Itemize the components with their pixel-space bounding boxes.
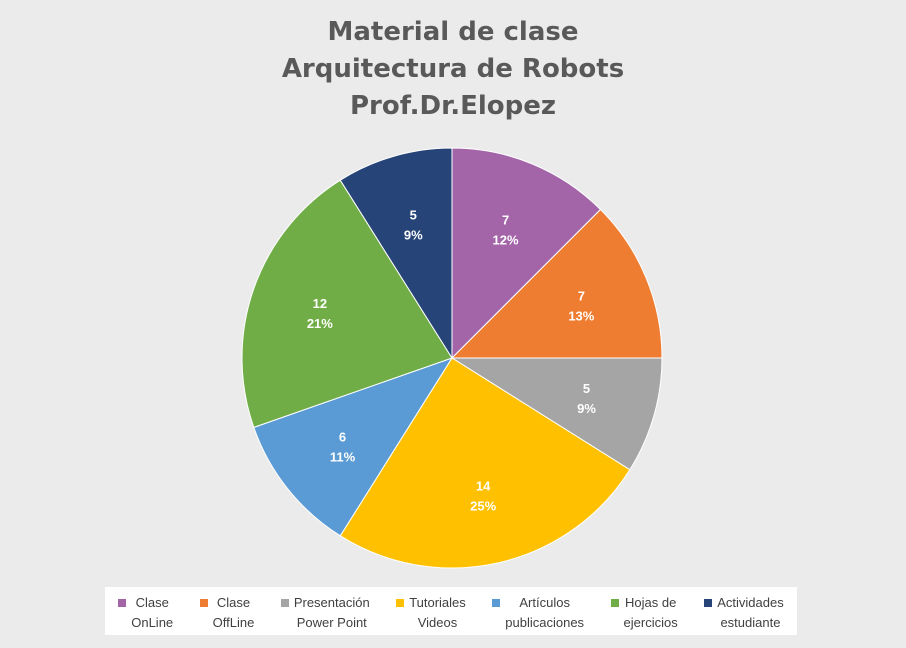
legend-swatch-0 [118,599,127,607]
pie-slice-4 [253,357,454,537]
legend-item-5: Hojas de ejercicios [610,593,678,633]
chart-title-line-3: Prof.Dr.Elopez [350,91,556,121]
legend-swatch-1 [199,599,208,607]
legend-item-3: Tutoriales Videos [396,593,466,633]
legend-item-4: Artículos publicaciones [492,593,584,633]
legend-swatch-5 [610,599,619,607]
pie-slice-5 [241,179,453,428]
slice-value-label-3: 14 [476,478,491,493]
slice-percent-label-4: 11% [330,449,356,464]
legend-label-1: Clase OffLine [212,595,255,630]
legend-swatch-3 [396,599,405,607]
pie-slice-3 [339,357,631,569]
slice-percent-label-1: 13% [568,308,594,323]
legend-label-3: Tutoriales Videos [409,595,466,630]
legend-label-0: Clase OnLine [131,595,174,630]
slice-value-label-5: 12 [313,296,327,311]
legend-swatch-6 [704,599,713,607]
legend-item-6: Actividades estudiante [704,593,784,633]
legend-label-4: Artículos publicaciones [505,595,585,630]
legend-label-6: Actividades estudiante [717,595,784,630]
chart-title-line-1: Material de clase [327,17,579,47]
slice-value-label-6: 5 [410,207,417,222]
legend-item-0: Clase OnLine [118,593,173,633]
slice-value-label-1: 7 [578,288,585,303]
legend-item-1: Clase OffLine [199,593,255,633]
pie-slice-0 [451,147,602,360]
legend-swatch-2 [280,599,289,607]
pie-slice-6 [339,147,453,360]
pie-slice-2 [450,357,663,471]
chart-title-line-2: Arquitectura de Robots [281,54,625,84]
pie-slice-1 [450,208,663,359]
legend-label-2: Presentación Power Point [293,595,370,630]
slice-value-label-2: 5 [583,381,590,396]
slice-percent-label-6: 9% [404,227,423,242]
slice-percent-label-5: 21% [307,316,333,331]
chart-legend: Clase OnLine Clase OffLine Presentación Po… [105,587,797,635]
legend-swatch-4 [492,599,501,607]
slice-value-label-0: 7 [502,213,509,228]
chart-title: Material de clase Arquitectura de Robots… [0,14,906,125]
slice-percent-label-2: 9% [577,401,596,416]
slice-percent-label-3: 25% [470,498,496,513]
slice-percent-label-0: 12% [493,233,519,248]
legend-label-5: Hojas de ejercicios [623,595,678,630]
slice-value-label-4: 6 [339,429,346,444]
legend-item-2: Presentación Power Point [280,593,370,633]
